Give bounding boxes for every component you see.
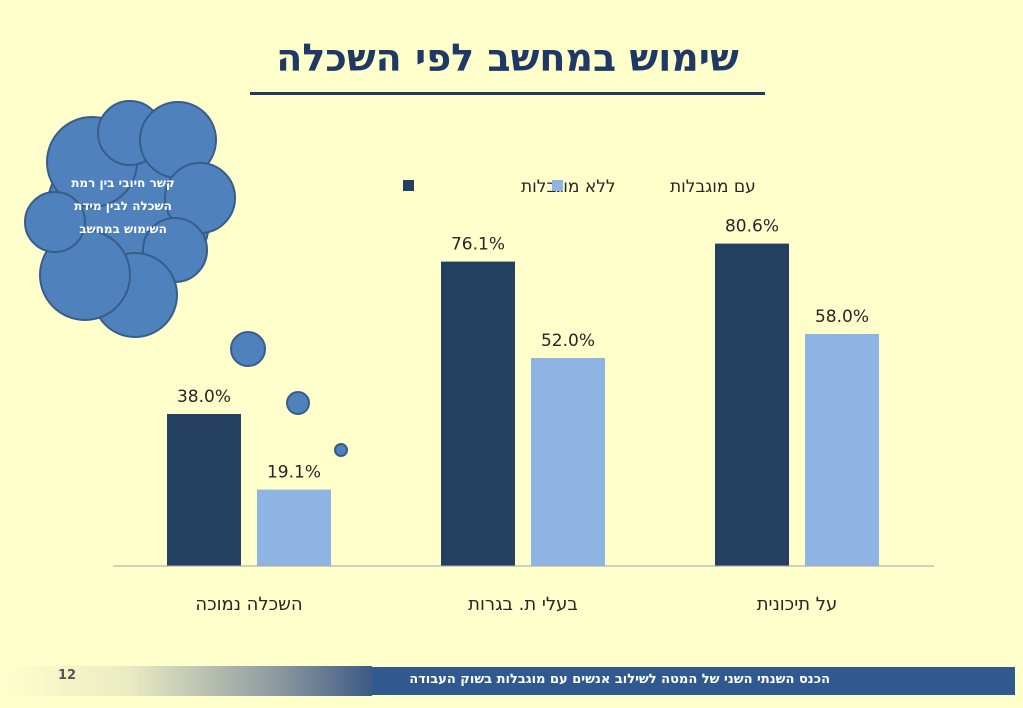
footer-conference-text: הכנס השנתי השני של המטה לשילוב אנשים עם … [409,672,830,687]
cloud-shape [24,100,236,338]
bar [805,334,879,566]
chart-legend: ללא מוגבלות עם מוגבלות [403,177,756,197]
x-tick-label: השכלה נמוכה [195,594,302,615]
bar [257,489,331,566]
thought-bubble-small [334,443,348,457]
footer-bar [372,667,1015,695]
chart-bars [167,243,879,566]
chart-data-labels: 38.0% 76.1% 80.6% 19.1% 52.0% 58.0% [177,217,869,483]
footer-gradient-strip [0,666,372,696]
data-label: 19.1% [267,463,321,483]
callout-text: קשר חיובי בין רמת השכלה לבין מידת השימוש… [71,176,175,236]
bar [531,358,605,566]
legend-label: עם מוגבלות [670,177,756,197]
data-label: 80.6% [725,217,779,237]
legend-label: ללא מוגבלות [521,177,616,197]
page-number: 12 [58,668,77,683]
data-label: 76.1% [451,235,505,255]
thought-bubble-medium [286,391,310,415]
data-label: 38.0% [177,387,231,407]
x-tick-label: על תיכונית [757,594,838,615]
bar [441,261,515,566]
legend-swatch [552,180,563,191]
x-tick-label: בעלי ת. בגרות [468,594,578,615]
thought-bubble-large [230,331,266,367]
bar [167,414,241,566]
title-underline [250,92,765,95]
legend-swatch [403,180,414,191]
slide-title: שימוש במחשב לפי השכלה [276,36,739,80]
data-label: 52.0% [541,331,595,351]
bar [715,243,789,566]
data-label: 58.0% [815,307,869,327]
x-axis-tick-labels: השכלה נמוכה בעלי ת. בגרות על תיכונית [195,594,837,615]
